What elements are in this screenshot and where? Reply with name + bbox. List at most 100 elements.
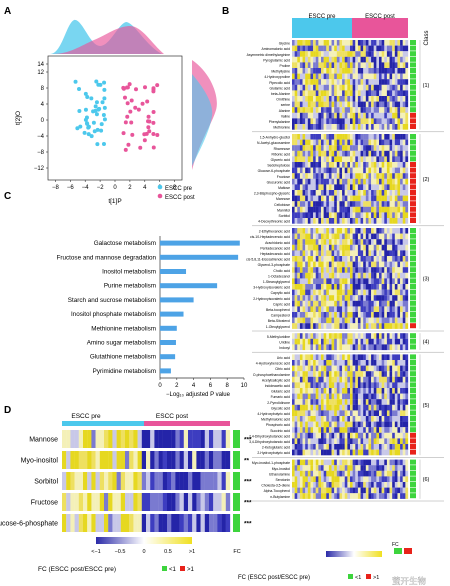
heat-cell (350, 360, 353, 366)
heat-cell (302, 178, 306, 185)
heat-cell (379, 376, 382, 383)
heat-cell (357, 195, 361, 202)
heat-cell (365, 233, 369, 240)
heat-cell (365, 459, 369, 466)
heat-cell (402, 233, 406, 240)
heat-cell (307, 295, 311, 301)
heat-cell (323, 40, 327, 46)
post-point (124, 85, 129, 90)
heat-cell (392, 184, 395, 191)
heat-cell (323, 317, 327, 324)
heat-cell (389, 134, 393, 140)
heat-cell (294, 107, 298, 113)
heat-cell (302, 289, 306, 296)
heat-cell (307, 134, 311, 140)
heat-cell (331, 184, 335, 191)
heat-cell (373, 338, 377, 345)
d-heat-cell (204, 493, 210, 511)
heat-cell (339, 344, 343, 351)
heat-cell (376, 295, 380, 301)
heat-cell (392, 354, 395, 361)
heat-cell (328, 312, 332, 318)
heat-cell (392, 312, 395, 318)
d-heat-cell (221, 451, 226, 469)
heat-cell (394, 118, 398, 125)
heat-cell (318, 201, 322, 207)
heat-cell (339, 404, 343, 411)
heat-cell (373, 393, 377, 400)
heat-cell (368, 244, 372, 251)
heat-cell (305, 112, 308, 119)
heat-cell (397, 256, 401, 262)
heat-cell (392, 73, 395, 80)
heat-cell (315, 107, 319, 113)
heat-cell (313, 68, 316, 74)
heat-cell (373, 62, 377, 69)
heat-cell (323, 365, 327, 372)
heat-cell (392, 195, 395, 202)
heat-cell (365, 156, 369, 163)
d-heat-cell (112, 472, 117, 490)
heat-cell (321, 416, 324, 422)
fc-indicator (410, 195, 416, 201)
heat-cell (350, 465, 353, 471)
heat-cell (336, 376, 340, 383)
heat-cell (292, 84, 295, 91)
heat-cell (386, 317, 390, 324)
d-heat-cell (74, 430, 79, 448)
heat-cell (397, 427, 401, 433)
heat-cell (405, 162, 409, 168)
heat-cell (315, 482, 319, 488)
heat-cell (313, 79, 316, 85)
heat-cell (310, 90, 314, 97)
heat-cell (371, 212, 374, 219)
heat-cell (292, 156, 295, 163)
heat-cell (381, 344, 385, 351)
heat-cell (294, 195, 298, 202)
heat-cell (331, 333, 335, 339)
heat-cell (352, 212, 356, 219)
heat-cell (400, 289, 403, 296)
heat-cell (323, 206, 327, 213)
heat-cell (355, 239, 359, 245)
heat-cell (299, 465, 303, 471)
heat-cell (397, 295, 401, 301)
heat-cell (342, 244, 345, 251)
heat-cell (342, 444, 345, 450)
heat-cell (305, 201, 308, 207)
heat-cell (381, 90, 385, 97)
heat-cell (371, 101, 374, 108)
heat-cell (384, 344, 388, 351)
d-heat-cell (129, 451, 134, 469)
heat-cell (339, 107, 343, 113)
heat-cell (405, 438, 409, 445)
heat-cell (371, 449, 374, 456)
heat-cell (400, 470, 403, 477)
heat-cell (294, 256, 298, 262)
heat-cell (392, 278, 395, 285)
heat-cell (392, 465, 395, 471)
heat-cell (373, 228, 377, 234)
heat-cell (310, 323, 314, 329)
legend-pre-label: ESCC pre (165, 186, 193, 192)
heat-cell (342, 317, 345, 324)
heat-cell (363, 267, 366, 273)
heat-cell (334, 487, 337, 494)
heat-cell (307, 150, 311, 157)
heat-cell (381, 289, 385, 296)
heat-cell (326, 84, 330, 91)
heat-cell (347, 184, 351, 191)
heat-cell (357, 354, 361, 361)
fc-indicator (410, 112, 416, 118)
heat-cell (389, 124, 393, 130)
heat-cell (344, 156, 348, 163)
heat-cell (363, 338, 366, 345)
heat-cell (394, 40, 398, 46)
panel-b-letter: B (222, 6, 229, 17)
heat-cell (321, 272, 324, 279)
heat-cell (384, 365, 388, 372)
heat-cell (384, 306, 388, 313)
d-heat-cell (129, 430, 134, 448)
heat-cell (363, 90, 366, 97)
heat-cell (292, 323, 295, 329)
